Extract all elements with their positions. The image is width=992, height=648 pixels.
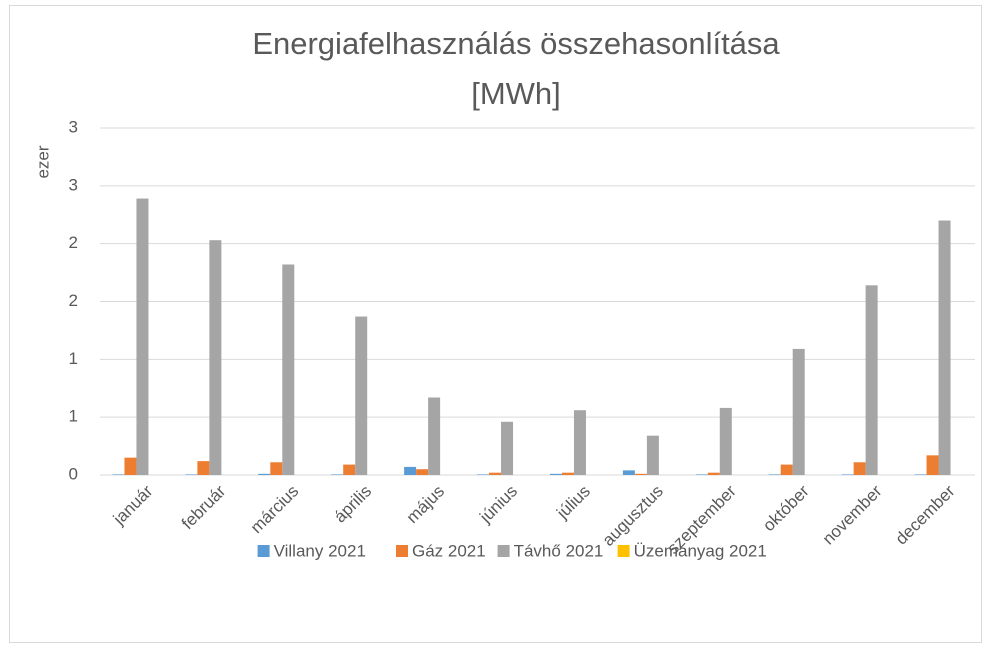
bar [343,464,356,475]
legend-label: Üzemanyag 2021 [634,541,767,560]
legend-swatch [396,545,408,557]
legend-label: Gáz 2021 [412,541,486,560]
bar [124,457,137,475]
bar [197,461,210,475]
bar [549,473,562,475]
bar [622,470,635,475]
bar [853,462,866,475]
bar [282,264,295,475]
bar [477,474,490,475]
y-tick-label: 1 [69,349,78,368]
bar [938,220,951,475]
y-tick-label: 3 [69,117,78,136]
bar [792,348,805,475]
y-tick-label: 2 [69,291,78,310]
bar [719,407,732,475]
bar [707,472,720,475]
bar [646,435,659,475]
bar [270,462,283,475]
bar [355,316,368,475]
bar [331,474,344,475]
legend-label: Villany 2021 [274,541,366,560]
bar [914,474,927,475]
chart-border [9,5,982,643]
bar [404,466,417,475]
bar [695,474,708,475]
bar [926,455,939,475]
bar [258,473,271,475]
bar [634,473,647,475]
bar [209,240,222,475]
bar [780,464,793,475]
bar [428,397,441,475]
legend-swatch [257,545,270,557]
bar [185,474,198,475]
bar [489,472,502,475]
bar [573,410,586,475]
legend-swatch [617,545,630,557]
legend-label: Távhő 2021 [514,541,604,560]
bar [768,474,781,475]
y-tick-label: 1 [69,407,78,426]
bar [501,421,514,475]
chart-title: [MWh] [471,76,561,111]
bar [112,474,125,475]
y-tick-label: 0 [69,464,78,483]
y-axis-label: ezer [33,145,52,178]
chart-title: Energiafelhasználás összehasonlítása [252,26,780,61]
bar [841,474,854,475]
y-tick-label: 3 [69,175,78,194]
bar [865,285,878,475]
legend-swatch [497,545,510,557]
y-tick-label: 2 [69,233,78,252]
bar [416,469,429,475]
bar [136,198,149,475]
bar [561,472,574,475]
